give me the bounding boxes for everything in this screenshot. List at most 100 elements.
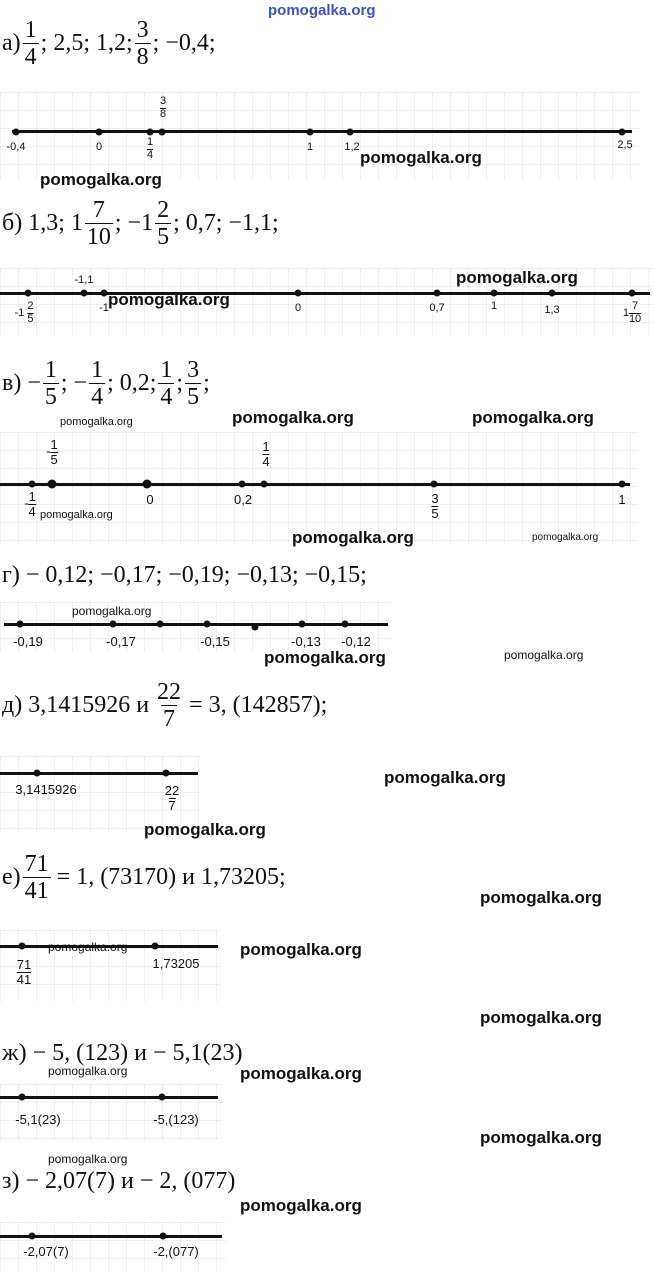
point bbox=[162, 769, 170, 777]
number-line-z: -2,07(7) -2,(077) bbox=[0, 1222, 226, 1274]
tick-label: 3,1415926 bbox=[15, 782, 77, 797]
tick-label: -1 bbox=[99, 302, 109, 314]
point bbox=[28, 1232, 36, 1240]
watermark: pomogalka.org bbox=[264, 648, 386, 667]
point bbox=[298, 620, 306, 628]
tick-label: -0,17 bbox=[106, 634, 136, 649]
watermark: pomogalka.org bbox=[456, 268, 578, 287]
point bbox=[341, 620, 349, 628]
watermark: pomogalka.org bbox=[240, 1064, 362, 1083]
point bbox=[618, 480, 626, 488]
task-text: ж) − 5, (123) и − 5,1(23) bbox=[2, 1040, 243, 1066]
point bbox=[490, 289, 498, 297]
point bbox=[80, 289, 88, 297]
watermark: pomogalka.org bbox=[108, 290, 230, 309]
task-text: = 1, (73170) и 1,73205; bbox=[56, 864, 286, 890]
fraction: 7 10 bbox=[84, 197, 113, 250]
point bbox=[151, 942, 159, 950]
task-e-heading: е) 71 41 = 1, (73170) и 1,73205; bbox=[2, 852, 286, 903]
point bbox=[548, 289, 556, 297]
watermark: pomogalka.org bbox=[360, 148, 482, 167]
axis bbox=[0, 483, 630, 486]
tick-label: -5,1(23) bbox=[15, 1112, 61, 1127]
watermark: pomogalka.org bbox=[240, 1196, 362, 1215]
watermark: pomogalka.org bbox=[472, 408, 594, 427]
tick-label: -1,1 bbox=[74, 274, 94, 286]
number-line-g: -0,19 -0,17 -0,15 -0,13 -0,12 bbox=[0, 602, 392, 652]
task-d-heading: д) 3,1415926 и 22 7 = 3, (142857); bbox=[2, 680, 327, 731]
point bbox=[28, 480, 36, 488]
watermark: pomogalka.org bbox=[48, 940, 128, 954]
point bbox=[146, 128, 154, 136]
point bbox=[294, 289, 302, 297]
point bbox=[306, 128, 314, 136]
watermark: pomogalka.org bbox=[144, 820, 266, 839]
task-text: ; −0,4; bbox=[152, 30, 216, 56]
tick-label: 1 bbox=[618, 492, 626, 507]
fraction: 71 41 bbox=[22, 851, 51, 904]
task-text: г) − 0,12; −0,17; −0,19; −0,13; −0,15; bbox=[2, 562, 367, 588]
point bbox=[251, 623, 259, 631]
watermark: pomogalka.org bbox=[480, 1128, 602, 1147]
task-text: ; 2,5; 1,2; bbox=[40, 30, 133, 56]
tick-label: 0,7 bbox=[429, 302, 445, 314]
watermark: pomogalka.org bbox=[48, 1064, 128, 1078]
task-letter: а) bbox=[2, 30, 21, 56]
point bbox=[24, 289, 32, 297]
task-g-heading: г) − 0,12; −0,17; −0,19; −0,13; −0,15; bbox=[2, 562, 367, 589]
tick-label: -0,12 bbox=[341, 634, 371, 649]
watermark: pomogalka.org bbox=[40, 170, 162, 189]
tick-label: 1 bbox=[306, 141, 314, 153]
watermark: pomogalka.org bbox=[480, 888, 602, 907]
point bbox=[260, 480, 268, 488]
axis bbox=[0, 945, 218, 948]
point bbox=[18, 1093, 26, 1101]
watermark: pomogalka.org bbox=[40, 509, 113, 521]
point bbox=[158, 1093, 166, 1101]
watermark: pomogalka.org bbox=[48, 1152, 128, 1166]
task-text: б) 1,3; 1 bbox=[2, 210, 83, 236]
point bbox=[238, 480, 246, 488]
task-text: = 3, (142857); bbox=[189, 692, 328, 718]
tick-label: -0,4 bbox=[6, 141, 26, 153]
tick-label: 1,2 bbox=[344, 141, 360, 153]
task-text: ; − bbox=[60, 370, 88, 396]
task-text: в) − bbox=[2, 370, 41, 396]
axis bbox=[4, 623, 388, 626]
point bbox=[618, 128, 626, 136]
tick-label: -0,13 bbox=[291, 634, 321, 649]
task-text: ; bbox=[176, 370, 184, 396]
task-zh-heading: ж) − 5, (123) и − 5,1(23) bbox=[2, 1040, 242, 1067]
watermark: pomogalka.org bbox=[480, 1008, 602, 1027]
point bbox=[33, 769, 41, 777]
point bbox=[95, 128, 103, 136]
point bbox=[16, 620, 24, 628]
watermark: pomogalka.org bbox=[532, 532, 599, 543]
point bbox=[142, 479, 152, 489]
task-text: ; 0,2; bbox=[107, 370, 157, 396]
tick-label: 0 bbox=[294, 302, 302, 314]
tick-label: 0 bbox=[146, 492, 154, 507]
point bbox=[628, 289, 636, 297]
point bbox=[433, 289, 441, 297]
watermark: pomogalka.org bbox=[72, 604, 151, 618]
point bbox=[18, 942, 26, 950]
watermark: pomogalka.org bbox=[240, 940, 362, 959]
task-text: ; 0,7; −1,1; bbox=[173, 210, 279, 236]
point bbox=[156, 620, 164, 628]
tick-label: 1 7 10 bbox=[622, 300, 642, 325]
